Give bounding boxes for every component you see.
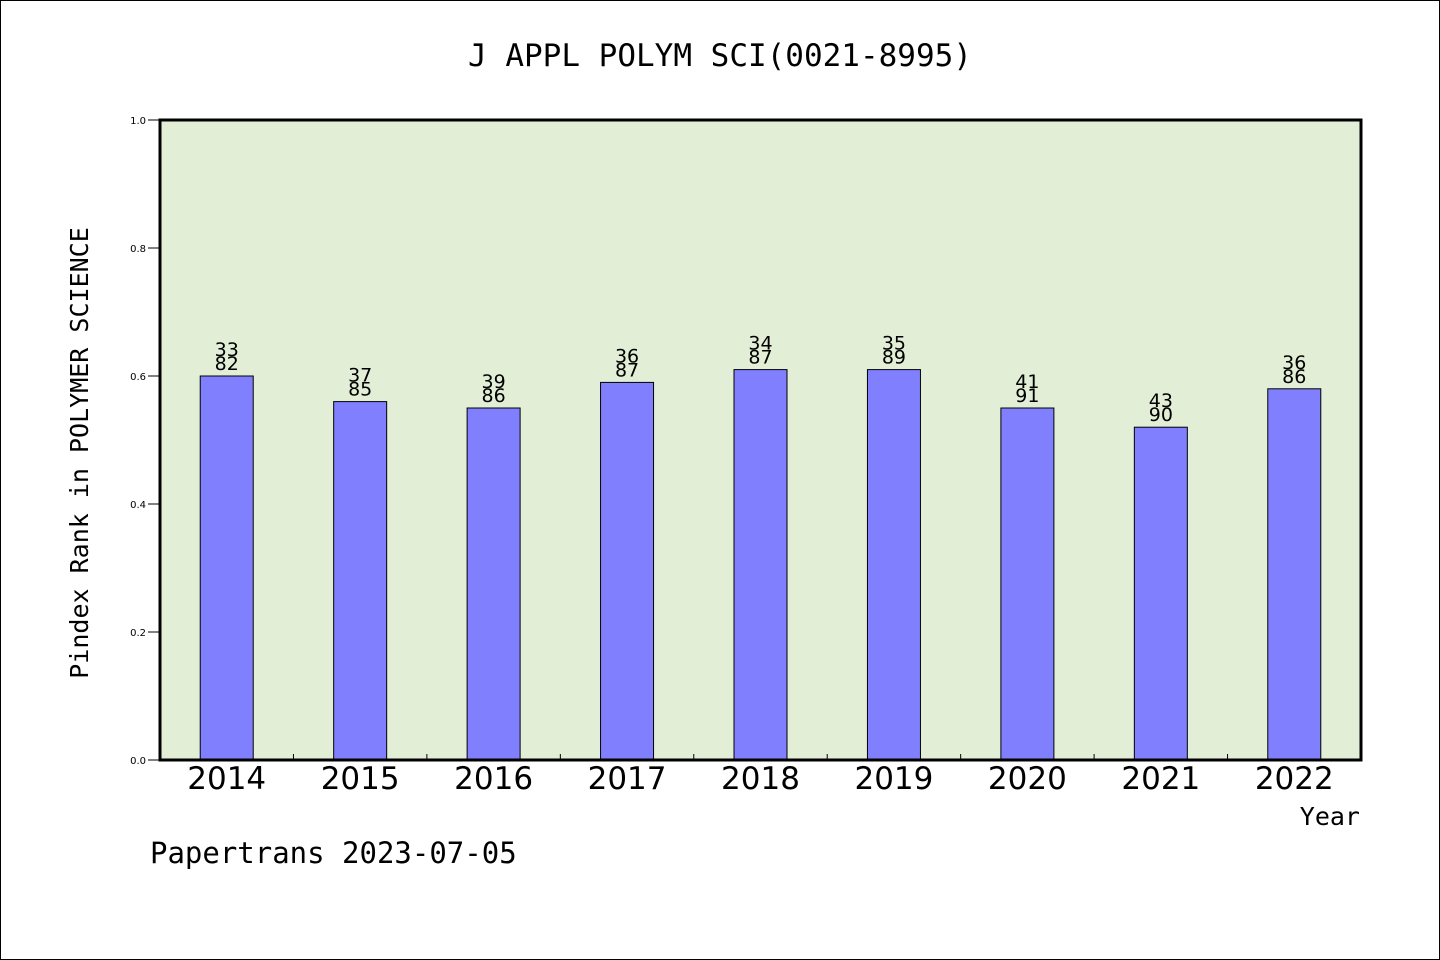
bar-label-total: 86 <box>1282 366 1306 388</box>
bar-label-total: 86 <box>482 385 506 407</box>
bar-label-rank: 36 <box>1282 352 1306 374</box>
bar-label-total: 87 <box>615 359 639 381</box>
bar-label-rank: 37 <box>348 365 372 387</box>
y-tick-label: 1.0 <box>130 116 146 127</box>
bar-2015 <box>333 401 388 761</box>
bar-label-rank: 39 <box>482 371 506 393</box>
bar-label-rank: 35 <box>882 333 906 355</box>
y-tick-label: 0.6 <box>130 372 146 383</box>
bar-label-rank: 43 <box>1149 390 1173 412</box>
bar-2014 <box>199 375 254 761</box>
bar-label-total: 90 <box>1149 404 1173 426</box>
bar-2021 <box>1133 426 1188 761</box>
bar-2020 <box>1000 407 1055 761</box>
y-tick-label: 0.2 <box>130 628 146 639</box>
bar-label-total: 82 <box>215 353 239 375</box>
bar-label-rank: 33 <box>215 339 239 361</box>
x-tick-label: 2018 <box>721 761 800 797</box>
bar-series <box>199 369 1322 761</box>
bar-label-rank: 36 <box>615 345 639 367</box>
x-tick-label: 2017 <box>588 761 667 797</box>
bar-2018 <box>733 369 788 761</box>
bar-label-total: 89 <box>882 347 906 369</box>
bar-label-total: 87 <box>748 347 772 369</box>
bar-2016 <box>466 407 521 761</box>
footer-source-date: Papertrans 2023-07-05 <box>150 836 517 870</box>
bar-2019 <box>866 369 921 761</box>
bar-2022 <box>1267 388 1322 761</box>
y-tick-label: 0.0 <box>130 756 146 767</box>
x-tick-label: 2016 <box>454 761 533 797</box>
chart-title: J APPL POLYM SCI(0021-8995) <box>468 38 972 74</box>
bar-label-total: 85 <box>348 379 372 401</box>
bar-label-rank: 41 <box>1015 371 1039 393</box>
plot-border <box>158 118 1363 762</box>
y-tick-label: 0.4 <box>130 500 146 511</box>
bar-2017 <box>600 381 655 761</box>
bar-label-total: 91 <box>1015 385 1039 407</box>
bar-label-rank: 34 <box>748 333 772 355</box>
x-tick-label: 2020 <box>988 761 1067 797</box>
x-tick-label: 2014 <box>187 761 266 797</box>
y-tick-label: 0.8 <box>130 244 146 255</box>
y-axis: 0.0 0.2 0.4 0.6 0.8 1.0 <box>130 116 160 767</box>
x-tick-label: 2019 <box>854 761 933 797</box>
x-tick-label: 2015 <box>321 761 400 797</box>
x-axis: 2014 2015 2016 2017 2018 2019 2020 2021 2022 <box>187 754 1334 797</box>
x-axis-title: Year <box>1300 802 1360 831</box>
x-tick-label: 2022 <box>1255 761 1334 797</box>
x-tick-label: 2021 <box>1121 761 1200 797</box>
y-axis-title: Pindex Rank in POLYMER SCIENCE <box>65 227 94 679</box>
